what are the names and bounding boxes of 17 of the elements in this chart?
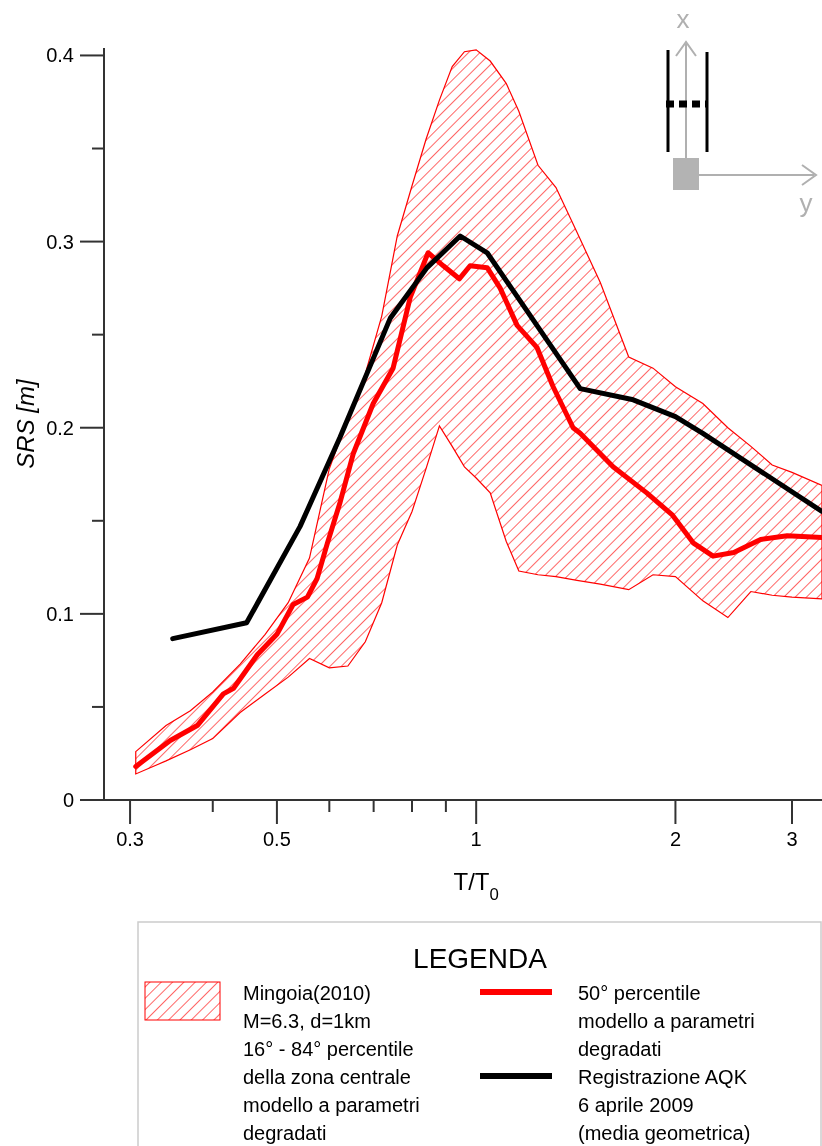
legend-label: 50° percentile modello a parametri degradati xyxy=(578,982,755,1060)
legend-title: LEGENDA xyxy=(413,943,548,974)
annotation: y xyxy=(799,188,813,218)
x-tick-label: 0.5 xyxy=(263,828,291,850)
y-tick-label: 0.1 xyxy=(46,602,74,625)
y-tick-label: 0.3 xyxy=(46,230,74,253)
y-axis-title: SRS [m] xyxy=(12,378,39,469)
y-tick-label: 0 xyxy=(62,789,74,811)
x-tick-label: 1 xyxy=(470,828,482,850)
x-axis-title: T/T$_{0}$ xyxy=(453,868,499,904)
y-tick-label: 0.4 xyxy=(46,44,74,67)
legend-label: Mingoia(2010) M=6.3, d=1km 16° - 84° percentile della zona centrale modello a parametri degradati xyxy=(243,982,420,1144)
y-tick-label: 0.2 xyxy=(46,416,74,439)
x-tick-label: 0.3 xyxy=(116,828,144,850)
x-tick-label: 2 xyxy=(669,828,681,850)
x-tick-label: 3 xyxy=(786,828,798,850)
legend-label: Registrazione AQK 6 aprile 2009 (media geometrica) xyxy=(578,1066,751,1144)
